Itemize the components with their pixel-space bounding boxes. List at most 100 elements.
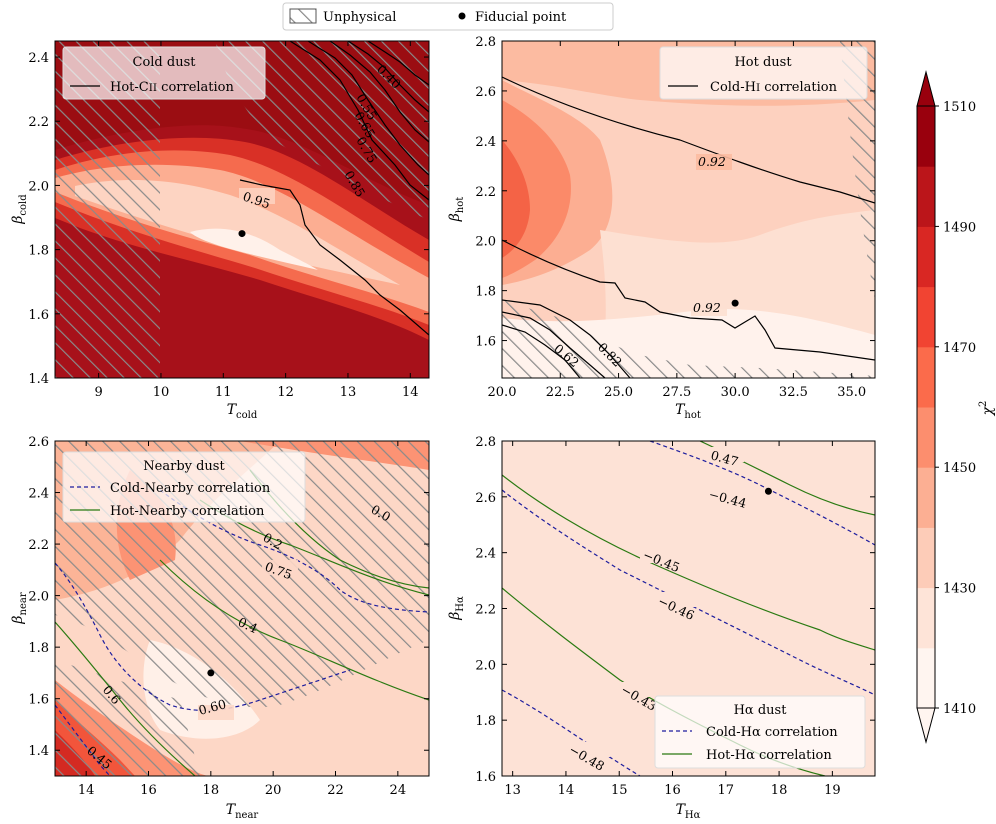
hot-contour-label-1: 0.92 [698, 154, 726, 169]
ha-ytick-label: 1.8 [475, 714, 496, 729]
colorbar-band [917, 106, 935, 167]
cold-hatch-top [215, 41, 429, 220]
hot-contour-092-top [502, 76, 875, 204]
near-ylabel: βnear [10, 592, 29, 624]
colorbar-tick-label: 1410 [943, 702, 976, 717]
ha-xlabel: THα [676, 802, 701, 821]
cold-xtick-label: 11 [215, 385, 232, 400]
colorbar-tick-label: 1510 [943, 100, 976, 115]
colorbar-bands [916, 70, 936, 744]
cold-legend: Cold dust Hot-CII correlation [62, 46, 266, 100]
hot-ytick-label: 1.6 [475, 335, 496, 350]
near-ytick-label: 1.8 [28, 641, 49, 656]
hot-contour-062 [502, 311, 606, 378]
ha-legend-entry-2: Hot-Hα correlation [706, 748, 832, 763]
ha-contour-046 [502, 489, 875, 696]
ha-xtick-label: 15 [611, 783, 628, 798]
colorbar-band [917, 286, 935, 348]
hot-ylabel: βhot [447, 197, 466, 223]
hot-xtick-label: 22.5 [546, 385, 575, 400]
top-legend: Unphysical Fiducial point [282, 2, 614, 31]
unphysical-label: Unphysical [323, 10, 396, 25]
colorbar-band [917, 467, 935, 528]
hot-xtick-label: 30.0 [721, 385, 750, 400]
ha-ylabel: βHα [447, 596, 466, 621]
colorbar-frame [916, 105, 936, 709]
hot-legend: Hot dust Cold-HI correlation [659, 46, 868, 100]
cold-xtick-label: 14 [402, 385, 419, 400]
cold-xtick-label: 13 [340, 385, 357, 400]
colorbar-tick-label: 1450 [943, 461, 976, 476]
near-xtick-label: 18 [203, 783, 220, 798]
near-xtick-label: 22 [327, 783, 344, 798]
hot-clabel-bg1 [696, 154, 732, 170]
ha-legend-title: Hα dust [734, 703, 788, 718]
ha-contour-044 [649, 441, 875, 546]
panel-near: 0.75 0.60 0.45 0.0 0.2 0.4 0.6 14 16 18 20 2… [10, 435, 430, 821]
hot-xtick-label: 25.0 [604, 385, 633, 400]
colorbar-extend-max [916, 70, 936, 107]
cold-ytick-label: 1.8 [28, 244, 49, 259]
near-contour-g04 [159, 559, 429, 701]
cold-xtick-label: 10 [153, 385, 170, 400]
near-xtick-label: 20 [265, 783, 282, 798]
colorbar-ticks: 1410 1430 1450 1470 1490 1510 [935, 100, 976, 717]
cold-clabel-bg [239, 188, 275, 204]
near-legend: Nearby dust Cold-Nearby correlation Hot-… [62, 451, 306, 523]
near-legend-entry-1: Cold-Nearby correlation [110, 481, 271, 496]
cold-legend-entry: Hot-CII correlation [110, 80, 235, 95]
colorbar-band [917, 346, 935, 408]
hot-contour-label-2: 0.92 [693, 300, 721, 315]
cold-legend-box [62, 46, 266, 100]
ha-xtick-label: 17 [718, 783, 735, 798]
panel-cold: 0.95 0.85 0.75 0.65 0.55 0.40 9 10 11 12 13 1… [10, 40, 430, 421]
ha-xtick-label: 13 [504, 783, 521, 798]
unphysical-swatch [289, 8, 317, 24]
panel-ha: −0.44 −0.46 −0.48 0.47 −0.45 −0.43 13 14 1… [447, 435, 876, 821]
ha-clabel-bg3 [566, 742, 610, 757]
ha-ytick-label: 2.6 [475, 491, 496, 506]
near-legend-entry-2: Hot-Nearby correlation [110, 504, 265, 519]
cold-xtick-label: 12 [277, 385, 294, 400]
colorbar-label: χ2 [978, 401, 996, 417]
fiducial-swatch [458, 12, 466, 20]
ha-ytick-label: 1.6 [475, 770, 496, 785]
hot-xlabel: Thot [675, 402, 701, 421]
top-legend-box [282, 2, 614, 31]
colorbar-tick-label: 1470 [943, 341, 976, 356]
hot-ytick-label: 2.0 [475, 235, 496, 250]
hot-contour-052 [502, 324, 581, 378]
near-ticks: 14 16 18 20 22 24 1.4 1.6 1.8 2.0 2.2 2.4 2.6 [28, 435, 429, 798]
hot-legend-entry: Cold-HI correlation [710, 80, 838, 95]
colorbar-tick-label: 1490 [943, 220, 976, 235]
near-clabel-bg2 [198, 705, 234, 720]
hot-frame [501, 40, 876, 379]
near-legend-title: Nearby dust [143, 459, 225, 474]
colorbar-band [917, 166, 935, 227]
hot-hatch-bottom [502, 300, 875, 378]
hot-ytick-label: 2.2 [475, 185, 496, 200]
cold-legend-title: Cold dust [133, 55, 197, 70]
near-xlabel: Tnear [226, 802, 259, 821]
hot-ticks: 20.0 22.5 25.0 27.5 30.0 32.5 35.0 1.6 1.8 2.0 2.2… [475, 35, 875, 400]
ha-ticks: 13 14 15 16 17 18 19 1.6 1.8 2.0 2.2 2.4 2.6 2.8 [475, 435, 875, 798]
ha-fiducial-point [764, 487, 772, 495]
hot-contour-092-mid [502, 239, 875, 361]
ha-clabel-bg5 [640, 548, 684, 563]
ha-xtick-label: 18 [771, 783, 788, 798]
near-contour-label-2: 0.60 [197, 696, 228, 718]
ha-xtick-label: 16 [664, 783, 681, 798]
near-contour-060 [55, 562, 351, 712]
ha-xtick-label: 14 [558, 783, 575, 798]
near-ytick-label: 2.4 [28, 487, 49, 502]
cold-ytick-label: 1.4 [28, 372, 49, 387]
colorbar-tick-label: 1430 [943, 582, 976, 597]
ha-contour-045 [502, 474, 875, 651]
hot-xtick-label: 32.5 [779, 385, 808, 400]
hot-hatch-right [840, 41, 875, 300]
ha-clabel-bg1 [706, 486, 750, 501]
hot-xtick-label: 27.5 [662, 385, 691, 400]
hot-ytick-label: 2.8 [475, 35, 496, 50]
near-fiducial-point [207, 669, 215, 677]
